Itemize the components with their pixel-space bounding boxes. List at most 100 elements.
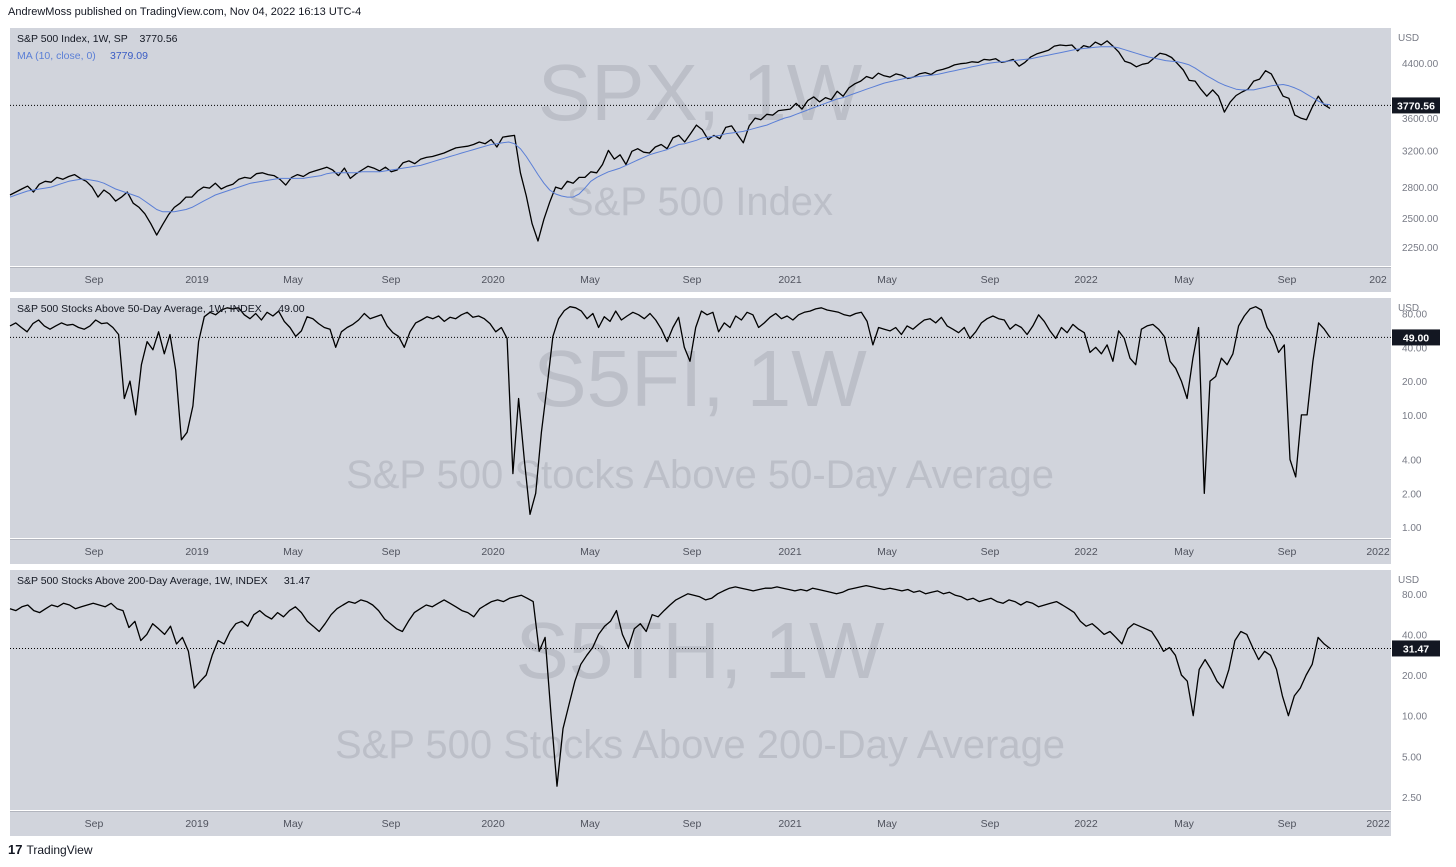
x-tick-label: 2022 (1074, 546, 1098, 558)
watermark-name: S&P 500 Index (567, 180, 833, 224)
spx-time-axis[interactable] (10, 267, 1391, 292)
watermark-symbol: S5TH, 1W (516, 606, 885, 695)
last-value-text: 49.00 (1403, 332, 1429, 344)
s5th-price-axis[interactable] (1391, 570, 1446, 810)
x-tick-label: Sep (981, 546, 1000, 558)
x-tick-label: 2022 (1366, 818, 1390, 830)
y-tick-label: 1.00 (1402, 523, 1422, 534)
y-tick-label: 40.00 (1402, 343, 1427, 354)
x-tick-label: May (877, 274, 898, 286)
y-tick-label: 80.00 (1402, 590, 1427, 601)
x-tick-label: Sep (683, 274, 702, 286)
tradingview-logo-icon[interactable]: 17 (8, 842, 23, 857)
footer-brand: TradingView (26, 842, 93, 857)
x-tick-label: 2019 (185, 274, 209, 286)
legend-title: S&P 500 Stocks Above 50-Day Average, 1W,… (17, 303, 262, 315)
s5fi-pane[interactable] (10, 298, 1391, 538)
x-tick-label: Sep (981, 818, 1000, 830)
x-tick-label: Sep (382, 546, 401, 558)
spx-pane[interactable] (10, 28, 1391, 266)
last-value-badge (1392, 97, 1440, 114)
x-tick-label: 2020 (481, 274, 505, 286)
y-tick-label: 5.00 (1402, 752, 1422, 763)
y-tick-label: 40.00 (1402, 630, 1427, 641)
x-tick-label: May (1174, 274, 1195, 286)
y-tick-label: 20.00 (1402, 377, 1427, 388)
y-tick-label: 10.00 (1402, 712, 1427, 723)
y-tick-label: 2.50 (1402, 793, 1422, 804)
x-tick-label: May (580, 818, 601, 830)
legend-value: 49.00 (278, 303, 304, 315)
x-tick-label: May (283, 274, 304, 286)
footer: 17 TradingView (8, 842, 93, 857)
currency-label: USD (1398, 303, 1419, 314)
series-line-1 (9, 584, 1331, 787)
x-tick-label: 2019 (185, 818, 209, 830)
spx-price-axis[interactable] (1391, 28, 1446, 266)
x-tick-label: 2022 (1366, 546, 1390, 558)
x-tick-label: Sep (1278, 274, 1297, 286)
x-tick-label: 2020 (481, 818, 505, 830)
y-tick-label: 2800.00 (1402, 183, 1439, 194)
x-tick-label: May (1174, 546, 1195, 558)
legend-title: S&P 500 Stocks Above 200-Day Average, 1W… (17, 575, 268, 587)
series-line-1 (9, 40, 1331, 242)
x-tick-label: May (1174, 818, 1195, 830)
watermark-symbol: S5FI, 1W (533, 334, 867, 423)
last-value-text: 31.47 (1403, 643, 1429, 655)
x-tick-label: 2022 (1074, 818, 1098, 830)
watermark-name: S&P 500 Stocks Above 50-Day Average (346, 453, 1054, 497)
s5th-time-axis[interactable] (10, 811, 1391, 836)
y-tick-label: 3600.00 (1402, 114, 1439, 125)
x-tick-label: 2021 (778, 818, 802, 830)
s5fi-time-axis[interactable] (10, 539, 1391, 564)
currency-label: USD (1398, 575, 1419, 586)
ma-legend-value: 3779.09 (110, 50, 148, 62)
y-tick-label: 2250.00 (1402, 243, 1439, 254)
x-tick-label: Sep (981, 274, 1000, 286)
y-tick-label: 2.00 (1402, 489, 1422, 500)
x-tick-label: May (580, 546, 601, 558)
x-tick-label: 2021 (778, 546, 802, 558)
watermark-name: S&P 500 Stocks Above 200-Day Average (335, 723, 1065, 767)
last-value-text: 3770.56 (1397, 100, 1435, 112)
x-tick-label: Sep (683, 546, 702, 558)
x-tick-label: Sep (382, 818, 401, 830)
x-tick-label: 202 (1369, 274, 1387, 286)
x-tick-label: 2021 (778, 274, 802, 286)
ma-legend-title: MA (10, close, 0) (17, 50, 96, 62)
x-tick-label: Sep (382, 274, 401, 286)
x-tick-label: May (877, 818, 898, 830)
x-tick-label: May (580, 274, 601, 286)
x-tick-label: Sep (1278, 818, 1297, 830)
y-tick-label: 4.00 (1402, 456, 1422, 467)
last-value-badge (1392, 329, 1440, 346)
x-tick-label: May (283, 546, 304, 558)
currency-label: USD (1398, 33, 1419, 44)
y-tick-label: 10.00 (1402, 411, 1427, 422)
x-tick-label: Sep (85, 546, 104, 558)
x-tick-label: 2022 (1074, 274, 1098, 286)
x-tick-label: May (877, 546, 898, 558)
series-line-1 (9, 306, 1331, 515)
watermark-symbol: SPX, 1W (538, 48, 863, 137)
y-tick-label: 80.00 (1402, 310, 1427, 321)
y-tick-label: 20.00 (1402, 671, 1427, 682)
x-tick-label: 2020 (481, 546, 505, 558)
legend-value: 3770.56 (140, 33, 178, 45)
publish-header: AndrewMoss published on TradingView.com,… (8, 6, 362, 18)
x-tick-label: 2019 (185, 546, 209, 558)
s5th-pane[interactable] (10, 570, 1391, 810)
x-tick-label: May (283, 818, 304, 830)
x-tick-label: Sep (85, 818, 104, 830)
x-tick-label: Sep (1278, 546, 1297, 558)
legend-value: 31.47 (284, 575, 310, 587)
x-tick-label: Sep (85, 274, 104, 286)
y-tick-label: 3200.00 (1402, 146, 1439, 157)
legend-title: S&P 500 Index, 1W, SP (17, 33, 128, 45)
last-value-badge (1392, 640, 1440, 657)
series-line-2 (9, 46, 1331, 213)
x-tick-label: Sep (683, 818, 702, 830)
y-tick-label: 2500.00 (1402, 214, 1439, 225)
